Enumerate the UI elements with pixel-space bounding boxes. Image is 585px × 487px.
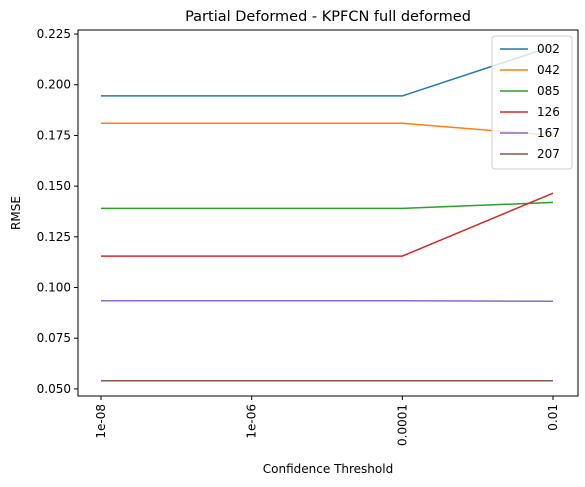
- x-tick-label: 1e-08: [94, 404, 108, 439]
- legend: 002 042 085 126 167 207: [491, 35, 573, 170]
- series-line-002: [101, 45, 554, 97]
- y-tick-label: 0.150: [37, 179, 71, 193]
- y-tick-label: 0.050: [37, 382, 71, 396]
- legend-label: 207: [537, 147, 560, 161]
- y-axis: 0.050 0.075 0.100 0.125 0.150 0.175 0.200 0.225: [37, 27, 78, 396]
- y-tick-label: 0.125: [37, 230, 71, 244]
- series-line-085: [101, 201, 554, 210]
- legend-label: 126: [537, 105, 560, 119]
- series-line-126: [101, 192, 554, 257]
- y-tick-label: 0.225: [37, 27, 71, 41]
- legend-label: 085: [537, 84, 560, 98]
- y-tick-label: 0.175: [37, 128, 71, 142]
- plot-frame: [77, 29, 579, 397]
- series-line-042: [101, 122, 554, 137]
- x-tick-label: 0.01: [546, 404, 560, 431]
- x-tick-label: 1e-06: [245, 404, 259, 439]
- y-tick-label: 0.200: [37, 78, 71, 92]
- y-tick-label: 0.100: [37, 281, 71, 295]
- plot-lines: [101, 45, 554, 382]
- legend-label: 042: [537, 63, 560, 77]
- chart-title: Partial Deformed - KPFCN full deformed: [185, 9, 471, 25]
- legend-label: 002: [537, 42, 560, 56]
- x-axis-label: Confidence Threshold: [263, 462, 393, 476]
- legend-box: [491, 35, 573, 170]
- x-axis: 1e-08 1e-06 0.0001 0.01: [94, 396, 560, 446]
- y-tick-label: 0.075: [37, 331, 71, 345]
- x-tick-label: 0.0001: [395, 404, 409, 446]
- y-axis-label: RMSE: [9, 196, 23, 230]
- series-line-167: [101, 299, 554, 303]
- legend-label: 167: [537, 126, 560, 140]
